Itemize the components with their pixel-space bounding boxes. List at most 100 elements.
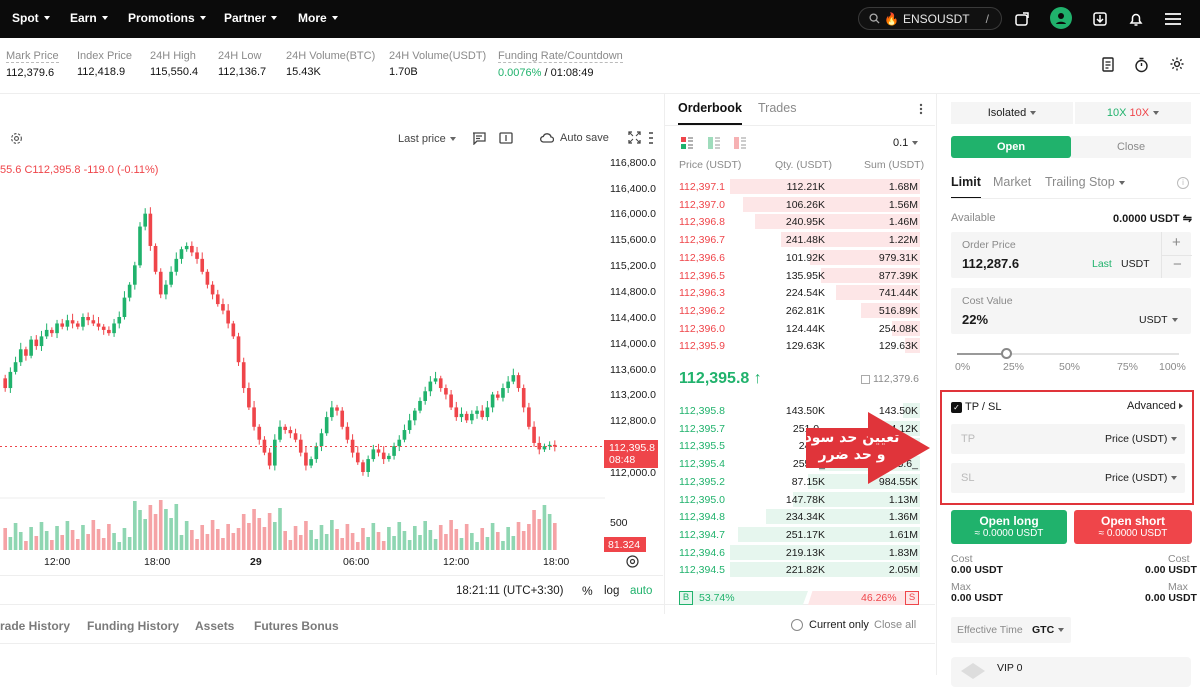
book-asks-icon[interactable] — [733, 136, 747, 153]
order-price-field[interactable]: Order Price 112,287.6 Last USDT + − — [951, 232, 1192, 278]
indicator-icon[interactable] — [499, 131, 513, 148]
open-long-button[interactable]: Open long ≈ 0.0000 USDT — [951, 510, 1067, 544]
tab-limit[interactable]: Limit — [951, 175, 981, 199]
ticker-funding-rate[interactable]: Funding Rate/Countdown 0.0076% / 01:08:49 — [498, 50, 623, 79]
tab-funding-history[interactable]: Funding History — [87, 619, 179, 633]
sell-badge: S — [905, 591, 919, 605]
ask-row[interactable]: 112,395.9 129.63K 129.63K — [665, 337, 920, 355]
download-icon[interactable] — [1090, 9, 1110, 29]
tab-futures-bonus[interactable]: Futures Bonus — [254, 619, 339, 633]
candlestick-chart[interactable] — [0, 150, 605, 560]
advanced-link[interactable]: Advanced — [1127, 400, 1183, 412]
settings-icon[interactable] — [10, 132, 23, 148]
candle-body — [81, 317, 85, 327]
search-input[interactable]: 🔥 ENSOUSDT / — [858, 7, 1002, 30]
x-tick: 18:00 — [543, 556, 570, 568]
effective-time-select[interactable]: Effective Time GTC — [951, 617, 1071, 643]
open-short-button[interactable]: Open short ≈ 0.0000 USDT — [1074, 510, 1192, 544]
auto-save-toggle[interactable]: Auto save — [540, 131, 609, 144]
percent-toggle[interactable]: % — [582, 584, 593, 598]
book-both-icon[interactable] — [680, 136, 694, 153]
bid-row[interactable]: 112,395.2 87.15K 984.55K — [665, 473, 920, 491]
candle-body — [153, 245, 158, 272]
ask-row[interactable]: 112,396.5 135.95K 877.39K — [665, 267, 920, 285]
more-vertical-icon[interactable] — [648, 131, 654, 148]
bid-row[interactable]: 112,394.5 221.82K 2.05M — [665, 561, 920, 579]
candle-body — [392, 446, 396, 456]
log-toggle[interactable]: log — [604, 585, 620, 597]
info-icon[interactable]: i — [1177, 177, 1189, 189]
plus-icon[interactable]: + — [1172, 234, 1181, 251]
nav-earn[interactable]: Earn — [70, 11, 108, 25]
transfer-icon[interactable] — [1012, 9, 1032, 29]
tab-trades[interactable]: Trades — [758, 101, 797, 115]
avatar[interactable] — [1050, 7, 1072, 29]
chevron-down-icon — [199, 16, 206, 20]
tab-trailing-stop[interactable]: Trailing Stop — [1045, 175, 1125, 189]
search-icon — [869, 13, 880, 24]
book-bids-icon[interactable] — [707, 136, 721, 153]
precision-select[interactable]: 0.1 — [893, 137, 919, 149]
tab-open[interactable]: Open — [951, 136, 1071, 158]
nav-partner[interactable]: Partner — [224, 11, 278, 25]
ask-row[interactable]: 112,396.3 224.54K 741.44K — [665, 284, 920, 302]
volume-bar — [122, 528, 127, 550]
volume-bar — [231, 533, 236, 550]
slider-thumb[interactable] — [1000, 348, 1012, 359]
more-vertical-icon[interactable] — [919, 103, 923, 118]
stopwatch-icon[interactable] — [1134, 57, 1149, 76]
volume-bar — [133, 501, 137, 550]
tpsl-checkbox[interactable]: ✓ — [951, 402, 962, 413]
ask-row[interactable]: 112,396.2 262.81K 516.89K — [665, 302, 920, 320]
amount-slider[interactable] — [957, 348, 1179, 360]
tab-market[interactable]: Market — [993, 175, 1032, 189]
stepper: + − — [1161, 232, 1192, 278]
ask-row[interactable]: 112,396.8 240.95K 1.46M — [665, 213, 920, 231]
bid-row[interactable]: 112,394.7 251.17K 1.61M — [665, 526, 920, 544]
document-icon[interactable] — [1101, 57, 1115, 75]
tab-close[interactable]: Close — [1071, 136, 1191, 158]
nav-spot[interactable]: Spot — [12, 11, 50, 25]
ask-row[interactable]: 112,397.1 112.21K 1.68M — [665, 178, 920, 196]
minus-icon[interactable]: − — [1173, 256, 1182, 273]
chevron-down-icon — [1171, 437, 1178, 442]
settings-icon[interactable] — [1169, 56, 1185, 75]
tab-assets[interactable]: Assets — [195, 619, 235, 633]
margin-mode-select[interactable]: Isolated — [951, 102, 1073, 124]
current-only-radio[interactable] — [791, 619, 803, 631]
cost-value-field[interactable]: Cost Value 22% USDT — [951, 288, 1191, 334]
axis-settings-icon[interactable] — [626, 555, 639, 571]
nav-more[interactable]: More — [298, 11, 338, 25]
ask-row[interactable]: 112,396.0 124.44K 254.08K — [665, 320, 920, 338]
tab-orderbook[interactable]: Orderbook — [678, 101, 742, 125]
nav-promotions[interactable]: Promotions — [128, 11, 206, 25]
price-type-select[interactable]: Last price — [398, 133, 456, 145]
last-price-button[interactable]: Last — [1092, 258, 1112, 270]
menu-icon[interactable] — [1163, 9, 1183, 29]
bid-row[interactable]: 112,394.6 219.13K 1.83M — [665, 544, 920, 562]
ask-row[interactable]: 112,396.6 101.92K 979.31K — [665, 249, 920, 267]
tp-field[interactable]: TP Price (USDT) — [951, 424, 1185, 454]
swap-icon[interactable]: ⇋ — [1182, 213, 1192, 225]
volume-bar — [158, 500, 163, 550]
slider-track — [957, 353, 1179, 355]
tp-unit-select[interactable]: Price (USDT) — [1105, 433, 1178, 445]
volume-bar — [273, 522, 277, 550]
comment-icon[interactable] — [472, 131, 486, 148]
vip-card[interactable]: VIP 0 — [951, 657, 1191, 687]
fullscreen-icon[interactable] — [628, 131, 641, 147]
cost-unit-select[interactable]: USDT — [1139, 314, 1178, 326]
bell-icon[interactable] — [1126, 9, 1146, 29]
ask-row[interactable]: 112,397.0 106.26K 1.56M — [665, 196, 920, 214]
bid-row[interactable]: 112,395.8 143.50K 143.50K — [665, 402, 920, 420]
sl-field[interactable]: SL Price (USDT) — [951, 463, 1185, 493]
tab-trade-history[interactable]: rade History — [0, 619, 71, 633]
ask-row[interactable]: 112,396.7 241.48K 1.22M — [665, 231, 920, 249]
sl-unit-select[interactable]: Price (USDT) — [1105, 472, 1178, 484]
volume-bar — [143, 519, 147, 550]
bid-row[interactable]: 112,394.8 234.34K 1.36M — [665, 508, 920, 526]
leverage-select[interactable]: 10X 10X — [1075, 102, 1191, 124]
bid-row[interactable]: 112,395.0 147.78K 1.13M — [665, 491, 920, 509]
close-all-button[interactable]: Close all — [874, 619, 917, 631]
auto-toggle[interactable]: auto — [630, 585, 653, 597]
